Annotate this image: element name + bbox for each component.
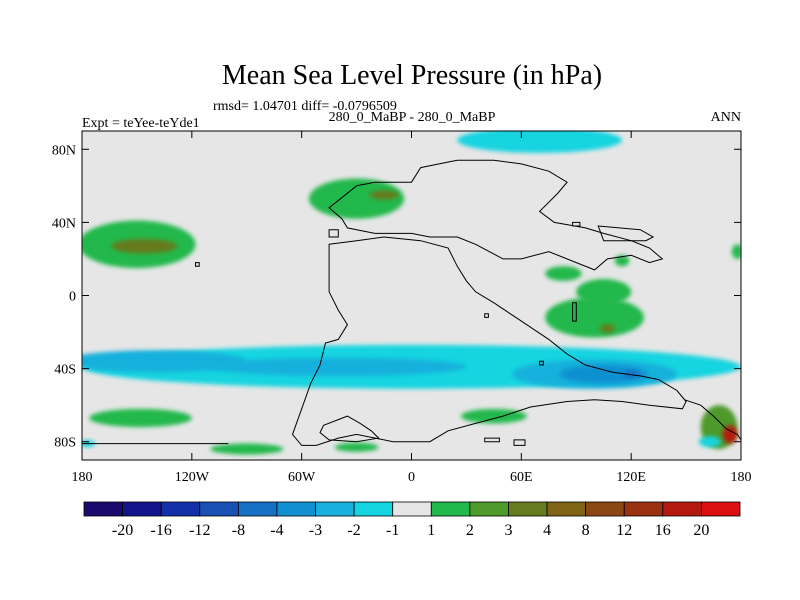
colorbar-label: 4 xyxy=(543,522,551,539)
contour-region-13 xyxy=(334,442,379,452)
colorbar-swatch-12 xyxy=(546,501,587,517)
contour-region-24 xyxy=(698,436,721,448)
colorbar-swatch-2 xyxy=(160,501,201,517)
y-tick-label: 40S xyxy=(54,363,76,378)
contour-region-9 xyxy=(731,244,741,259)
contour-region-10 xyxy=(89,408,192,428)
colorbar-label: 16 xyxy=(655,522,671,539)
coastline-island-f xyxy=(513,439,526,446)
contour-region-16 xyxy=(457,131,622,153)
contour-region-1 xyxy=(111,238,178,254)
x-tick-label: 180 xyxy=(731,470,752,485)
colorbar-swatch-5 xyxy=(276,501,316,517)
colorbar-label: 3 xyxy=(505,522,513,539)
coastline-island-h xyxy=(195,262,200,267)
colorbar-label: -1 xyxy=(386,522,399,539)
x-tick-label: 120E xyxy=(616,470,646,485)
coastline-layer xyxy=(82,159,741,446)
colorbar-label: -20 xyxy=(112,522,133,539)
colorbar-swatch-11 xyxy=(508,501,548,517)
plot-background xyxy=(82,131,741,460)
contour-region-19 xyxy=(210,357,467,376)
contour-region-3 xyxy=(369,190,399,200)
stats-label: rmsd= 1.04701 diff= -0.0796509 xyxy=(213,99,397,114)
colorbar-label: -4 xyxy=(270,522,283,539)
colorbar-swatch-15 xyxy=(662,501,702,517)
coastline-island-e xyxy=(484,437,500,443)
contour-region-5 xyxy=(576,279,632,305)
coastline-laurasia xyxy=(328,159,664,271)
y-tick-label: 80N xyxy=(52,143,76,158)
colorbar-label: 8 xyxy=(582,522,590,539)
right-subtitle: ANN xyxy=(711,110,741,125)
contour-region-12 xyxy=(210,443,284,455)
colorbar-label: 1 xyxy=(427,522,435,539)
y-tick-label: 0 xyxy=(69,290,76,305)
colorbar-swatch-4 xyxy=(237,501,278,517)
colorbar-swatch-14 xyxy=(623,501,664,517)
colorbar-label: 20 xyxy=(693,522,709,539)
colorbar-swatch-10 xyxy=(469,501,509,517)
x-tick-label: 60W xyxy=(288,470,316,485)
pressure-field-layer xyxy=(82,131,741,455)
coastline-island-i xyxy=(539,360,544,366)
x-tick-label: 60E xyxy=(510,470,533,485)
contour-region-21 xyxy=(559,364,648,384)
colorbar-swatch-13 xyxy=(585,501,625,517)
contour-region-11 xyxy=(460,408,527,424)
colorbar-label: -12 xyxy=(189,522,210,539)
colorbar: -20 -16 -12 -8 -4 -3 -2 -1 1 2 3 4 8 12 16 20 xyxy=(83,501,741,539)
colorbar-swatch-9 xyxy=(430,501,471,517)
colorbar-label: -16 xyxy=(151,522,172,539)
contour-region-2 xyxy=(308,178,405,219)
chart-title: Mean Sea Level Pressure (in hPa) xyxy=(222,60,602,91)
y-tick-label: 80S xyxy=(54,436,76,451)
contour-region-8 xyxy=(614,255,630,267)
colorbar-swatch-3 xyxy=(199,501,239,517)
coastline-island-d xyxy=(597,225,655,242)
contour-region-6 xyxy=(600,323,615,333)
coastline-island-a xyxy=(328,229,339,238)
colorbar-label: 12 xyxy=(616,522,632,539)
coastline-antarctic-east xyxy=(684,399,741,441)
colorbar-swatch-16 xyxy=(701,501,741,517)
colorbar-swatch-6 xyxy=(315,501,355,517)
coastline-gondwana xyxy=(291,236,687,446)
axis-ticks: 180 120W 60W 0 60E 120E 180 80N 40N 0 40S 80S xyxy=(52,131,752,485)
center-subtitle: 280_0_MaBP - 280_0_MaBP xyxy=(329,110,496,125)
contour-region-22 xyxy=(623,370,639,378)
coastline-inner-south-land xyxy=(319,415,380,443)
colorbar-label: 2 xyxy=(466,522,474,539)
colorbar-swatch-1 xyxy=(122,501,162,517)
colorbar-swatch-8 xyxy=(392,501,432,517)
contour-region-4 xyxy=(545,297,644,338)
contour-region-18 xyxy=(82,350,247,373)
coastline-island-b xyxy=(572,302,577,322)
x-tick-label: 0 xyxy=(408,470,415,485)
colorbar-label: -3 xyxy=(309,522,322,539)
x-tick-label: 180 xyxy=(72,470,93,485)
contour-region-15 xyxy=(722,425,738,444)
x-tick-label: 120W xyxy=(175,470,210,485)
contour-region-7 xyxy=(545,266,582,281)
coastline-island-g xyxy=(484,313,489,318)
colorbar-label: -8 xyxy=(232,522,245,539)
left-subtitle: Expt = teYee-teYde1 xyxy=(82,116,200,131)
y-tick-label: 40N xyxy=(52,216,76,231)
colorbar-swatch-7 xyxy=(353,501,394,517)
colorbar-label: -2 xyxy=(347,522,360,539)
coastline-island-c xyxy=(572,221,581,227)
colorbar-swatch-0 xyxy=(83,501,123,517)
